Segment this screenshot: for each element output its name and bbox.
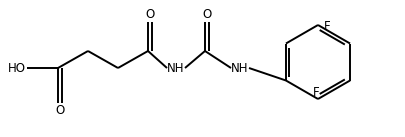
Text: NH: NH — [231, 62, 249, 75]
Text: O: O — [202, 8, 212, 21]
Text: F: F — [324, 19, 330, 32]
Text: O: O — [55, 105, 65, 118]
Text: NH: NH — [167, 62, 185, 75]
Text: O: O — [145, 8, 155, 21]
Text: HO: HO — [8, 62, 26, 75]
Text: F: F — [313, 85, 319, 99]
